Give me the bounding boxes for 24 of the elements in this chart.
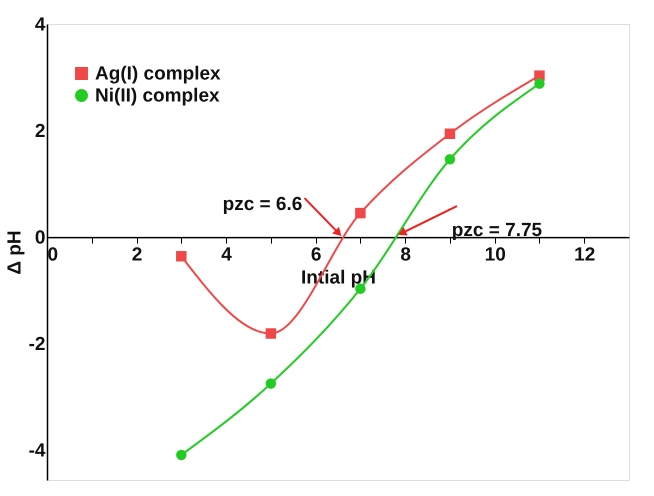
annotation: pzc = 6.6 (222, 194, 302, 216)
y-tick-label: -4 (28, 440, 46, 462)
point (444, 154, 456, 165)
y-tick-label: 0 (34, 228, 46, 249)
point (444, 128, 456, 139)
x-tick-label: 4 (221, 244, 232, 266)
y-axis-title: Δ pH (4, 230, 26, 275)
y-tick-label: 4 (34, 14, 46, 36)
legend-label: Ag(I) complex (95, 64, 222, 84)
x-tick-label: 8 (400, 244, 411, 266)
point (266, 378, 276, 389)
x-tick-label: 12 (574, 244, 596, 266)
y-tick-label: 2 (34, 121, 46, 142)
x-tick-label: 2 (132, 244, 142, 266)
point (176, 450, 187, 460)
point (176, 251, 187, 262)
point (266, 328, 276, 339)
legend-label: Ni(II) complex (95, 86, 220, 106)
point (534, 78, 545, 89)
annotation: pzc = 7.75 (452, 220, 543, 242)
point (355, 208, 366, 218)
x-tick-label: 6 (310, 244, 322, 266)
x-tick-label: 10 (484, 244, 506, 266)
y-tick-label: -2 (28, 334, 46, 356)
